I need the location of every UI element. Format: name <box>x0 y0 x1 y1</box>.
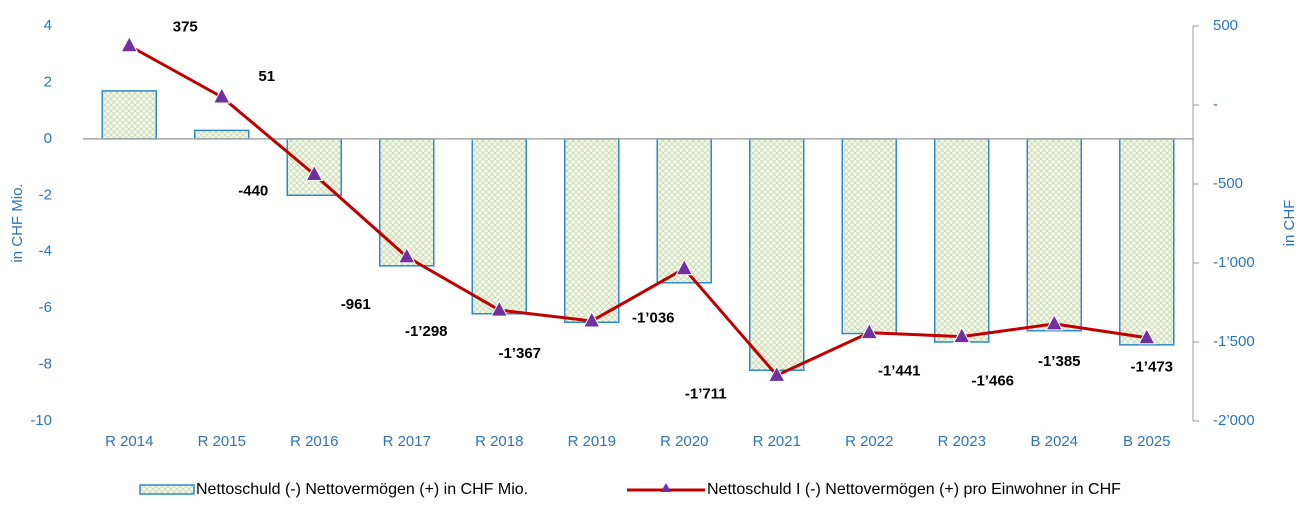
legend-swatch <box>139 484 195 495</box>
x-tick-label: R 2017 <box>383 433 431 450</box>
x-tick-label: R 2015 <box>198 433 246 450</box>
data-label: -1’036 <box>632 310 675 327</box>
legend-marker <box>661 483 671 492</box>
marker <box>490 300 509 317</box>
marker <box>860 322 879 340</box>
line <box>128 44 1147 378</box>
y2-tick-label: -2’000 <box>1213 412 1255 429</box>
x-tick-label: R 2016 <box>290 433 338 450</box>
y-tick-label: -4 <box>39 243 52 260</box>
x-tick-label: R 2019 <box>568 433 616 450</box>
data-label: -1’367 <box>498 345 541 362</box>
x-tick-label: R 2014 <box>105 433 153 450</box>
marker <box>675 258 694 276</box>
data-label: 51 <box>258 68 275 85</box>
bar <box>194 129 250 140</box>
bar <box>101 90 157 140</box>
y-tick-label: -2 <box>39 186 52 203</box>
bar <box>564 138 620 323</box>
marker <box>767 365 786 382</box>
data-label: 375 <box>173 19 198 36</box>
x-tick-label: B 2024 <box>1030 433 1078 450</box>
data-label: -1’473 <box>1130 359 1173 376</box>
y-tick-label: 4 <box>44 17 52 34</box>
marker <box>305 164 324 182</box>
y2-tick-label: 500 <box>1213 17 1238 34</box>
marker <box>120 35 139 53</box>
marker <box>397 246 416 264</box>
y-tick-label: 2 <box>44 73 52 90</box>
x-tick-label: B 2025 <box>1123 433 1171 450</box>
data-label: -1’466 <box>971 373 1014 390</box>
y2-tick-label: - <box>1213 96 1218 113</box>
bar <box>934 138 990 343</box>
data-label: -1’298 <box>405 323 448 340</box>
y2-tick-label: -500 <box>1213 175 1243 192</box>
y2-tick-label: -1’000 <box>1213 254 1255 271</box>
data-label: -961 <box>341 296 371 313</box>
x-tick-label: R 2023 <box>938 433 986 450</box>
marker <box>212 86 231 104</box>
data-label: -1’711 <box>685 385 727 402</box>
x-tick-label: R 2020 <box>660 433 708 450</box>
marker <box>1045 313 1064 331</box>
data-label: -440 <box>238 182 268 199</box>
bar <box>1026 138 1082 332</box>
x-tick-label: R 2021 <box>753 433 801 450</box>
y-tick-label: -6 <box>39 299 52 316</box>
bar <box>841 138 897 335</box>
y2-axis-label: in CHF <box>1281 200 1298 247</box>
y-axis-label: in CHF Mio. <box>9 183 26 262</box>
y2-tick-label: -1’500 <box>1213 333 1255 350</box>
x-tick-label: R 2018 <box>475 433 523 450</box>
marker <box>952 326 971 344</box>
marker <box>582 310 601 328</box>
data-label: -1’441 <box>878 363 921 380</box>
marker <box>1137 327 1156 345</box>
legend-label: Nettoschuld I (-) Nettovermögen (+) pro … <box>707 481 1121 498</box>
bar <box>749 138 805 371</box>
bar <box>471 138 527 315</box>
data-label: -1’385 <box>1038 353 1081 370</box>
y-tick-label: -10 <box>30 412 52 429</box>
legend-label: Nettoschuld (-) Nettovermögen (+) in CHF… <box>196 481 528 498</box>
y-tick-label: 0 <box>44 130 52 147</box>
y-tick-label: -8 <box>39 356 52 373</box>
x-tick-label: R 2022 <box>845 433 893 450</box>
bar <box>379 138 435 267</box>
bar <box>1119 138 1175 346</box>
